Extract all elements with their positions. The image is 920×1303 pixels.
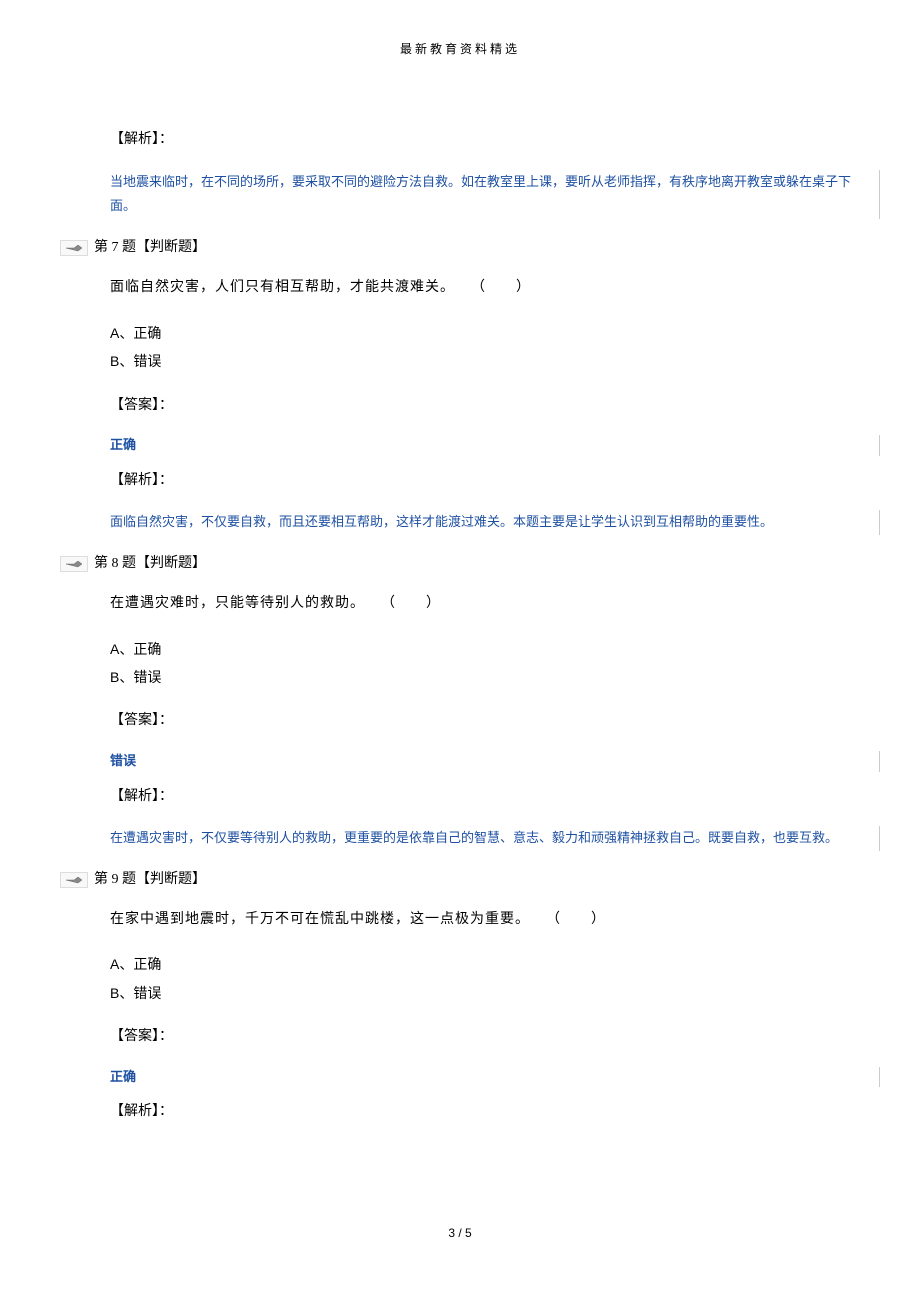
bullet-icon <box>60 240 88 256</box>
q9-answer-text: 正确 <box>110 1067 880 1088</box>
q8-analysis-text: 在遭遇灾害时，不仅要等待别人的救助，更重要的是依靠自己的智慧、意志、毅力和顽强精… <box>110 826 880 851</box>
bullet-icon <box>60 556 88 572</box>
q8-header: 第 8 题【判断题】 <box>60 553 870 575</box>
q8-title: 第 8 题【判断题】 <box>94 553 206 575</box>
q6-analysis-text: 当地震来临时，在不同的场所，要采取不同的避险方法自救。如在教室里上课，要听从老师… <box>110 170 880 219</box>
q8-analysis-label: 【解析】： <box>110 786 870 808</box>
q7-title: 第 7 题【判断题】 <box>94 237 206 259</box>
q9-options: A、正确 B、错误 <box>110 953 870 1006</box>
q9-question: 在家中遇到地震时，千万不可在慌乱中跳楼，这一点极为重要。 （ ） <box>110 909 870 931</box>
q7-question: 面临自然灾害，人们只有相互帮助，才能共渡难关。 （ ） <box>110 277 870 299</box>
q7-analysis-label: 【解析】： <box>110 470 870 492</box>
q7-header: 第 7 题【判断题】 <box>60 237 870 259</box>
q8-option-b: B、错误 <box>110 666 870 690</box>
q6-analysis-label: 【解析】： <box>110 129 870 151</box>
q7-answer-label: 【答案】： <box>110 395 870 417</box>
q9-analysis-label: 【解析】： <box>110 1101 870 1123</box>
q9-header: 第 9 题【判断题】 <box>60 869 870 891</box>
bullet-icon <box>60 872 88 888</box>
q8-option-a: A、正确 <box>110 638 870 662</box>
q8-answer-text: 错误 <box>110 751 880 772</box>
q7-answer-text: 正确 <box>110 435 880 456</box>
q7-analysis-text: 面临自然灾害，不仅要自救，而且还要相互帮助，这样才能渡过难关。本题主要是让学生认… <box>110 510 880 535</box>
q7-option-a: A、正确 <box>110 322 870 346</box>
page-footer: 3 / 5 <box>50 1224 870 1243</box>
q8-options: A、正确 B、错误 <box>110 638 870 691</box>
q9-answer-label: 【答案】： <box>110 1026 870 1048</box>
q9-option-a: A、正确 <box>110 953 870 977</box>
q7-options: A、正确 B、错误 <box>110 322 870 375</box>
q9-title: 第 9 题【判断题】 <box>94 869 206 891</box>
page-header: 最新教育资料精选 <box>50 40 870 59</box>
q8-question: 在遭遇灾难时，只能等待别人的救助。 （ ） <box>110 593 870 615</box>
q9-option-b: B、错误 <box>110 982 870 1006</box>
q8-answer-label: 【答案】： <box>110 710 870 732</box>
q7-option-b: B、错误 <box>110 350 870 374</box>
